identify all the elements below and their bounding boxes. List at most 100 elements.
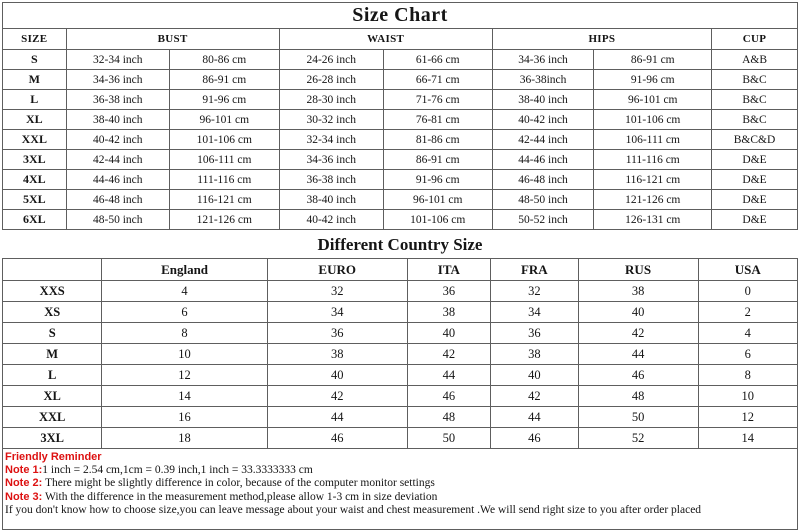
header-hips: HIPS xyxy=(491,28,713,50)
bust-inch-cell: 46-48 inch xyxy=(65,189,170,210)
size-chart-row: XXL 40-42 inch 101-106 cm 32-34 inch 81-… xyxy=(2,129,798,150)
waist-inch-cell: 34-36 inch xyxy=(278,149,384,170)
size-chart-header-row: SIZE BUST WAIST HIPS CUP xyxy=(2,28,798,50)
cup-cell: B&C xyxy=(711,69,798,90)
waist-inch-cell: 36-38 inch xyxy=(278,169,384,190)
cup-cell: D&E xyxy=(711,209,798,230)
cup-cell: D&E xyxy=(711,189,798,210)
country-size-row: XL 14 42 46 42 48 10 xyxy=(1,385,799,407)
hips-inch-cell: 50-52 inch xyxy=(491,209,595,230)
size-label: 3XL xyxy=(2,149,67,170)
euro-cell: 38 xyxy=(266,343,408,365)
hips-cm-cell: 86-91 cm xyxy=(593,49,713,70)
waist-inch-cell: 28-30 inch xyxy=(278,89,384,110)
header-rus: RUS xyxy=(577,258,699,281)
note-3: Note 3: With the difference in the measu… xyxy=(5,491,797,504)
ita-cell: 42 xyxy=(406,343,492,365)
bust-inch-cell: 36-38 inch xyxy=(65,89,170,110)
header-blank xyxy=(1,258,103,281)
rus-cell: 38 xyxy=(577,280,699,302)
england-cell: 8 xyxy=(101,322,268,344)
bust-inch-cell: 42-44 inch xyxy=(65,149,170,170)
hips-inch-cell: 46-48 inch xyxy=(491,169,595,190)
england-cell: 10 xyxy=(101,343,268,365)
country-size-row: XS 6 34 38 34 40 2 xyxy=(1,301,799,323)
hips-cm-cell: 91-96 cm xyxy=(593,69,713,90)
cup-cell: B&C&D xyxy=(711,129,798,150)
size-chart-row: M 34-36 inch 86-91 cm 26-28 inch 66-71 c… xyxy=(2,69,798,90)
usa-cell: 2 xyxy=(697,301,799,323)
rus-cell: 46 xyxy=(577,364,699,386)
bust-inch-cell: 40-42 inch xyxy=(65,129,170,150)
hips-inch-cell: 48-50 inch xyxy=(491,189,595,210)
waist-cm-cell: 101-106 cm xyxy=(382,209,493,230)
waist-cm-cell: 71-76 cm xyxy=(382,89,493,110)
fra-cell: 32 xyxy=(490,280,579,302)
cup-cell: D&E xyxy=(711,169,798,190)
sizing-help-footer: If you don't know how to choose size,you… xyxy=(5,503,702,516)
rus-cell: 52 xyxy=(577,427,699,449)
size-label: XS xyxy=(1,301,103,323)
bust-inch-cell: 32-34 inch xyxy=(65,49,170,70)
bust-cm-cell: 91-96 cm xyxy=(168,89,280,110)
country-size-row: 3XL 18 46 50 46 52 14 xyxy=(1,427,799,449)
hips-cm-cell: 126-131 cm xyxy=(593,209,713,230)
country-size-title: Different Country Size xyxy=(317,235,483,254)
hips-inch-cell: 38-40 inch xyxy=(491,89,595,110)
bust-cm-cell: 106-111 cm xyxy=(168,149,280,170)
size-label: S xyxy=(2,49,67,70)
hips-cm-cell: 111-116 cm xyxy=(593,149,713,170)
header-bust: BUST xyxy=(65,28,280,50)
usa-cell: 14 xyxy=(697,427,799,449)
fra-cell: 38 xyxy=(490,343,579,365)
bust-cm-cell: 86-91 cm xyxy=(168,69,280,90)
header-waist: WAIST xyxy=(278,28,493,50)
size-label: 3XL xyxy=(1,427,103,449)
hips-inch-cell: 42-44 inch xyxy=(491,129,595,150)
note-2: Note 2: There might be slightly differen… xyxy=(5,477,797,490)
waist-inch-cell: 38-40 inch xyxy=(278,189,384,210)
header-usa: USA xyxy=(697,258,799,281)
size-chart-table: Size Chart SIZE BUST WAIST HIPS CUP S 32… xyxy=(2,2,798,230)
country-size-header-row: England EURO ITA FRA RUS USA xyxy=(1,258,799,281)
note-2-label: Note 2: xyxy=(5,477,43,490)
rus-cell: 50 xyxy=(577,406,699,428)
size-chart-row: XL 38-40 inch 96-101 cm 30-32 inch 76-81… xyxy=(2,109,798,130)
euro-cell: 34 xyxy=(266,301,408,323)
fra-cell: 36 xyxy=(490,322,579,344)
euro-cell: 44 xyxy=(266,406,408,428)
bust-cm-cell: 80-86 cm xyxy=(168,49,280,70)
euro-cell: 46 xyxy=(266,427,408,449)
hips-cm-cell: 96-101 cm xyxy=(593,89,713,110)
header-fra: FRA xyxy=(490,258,579,281)
bust-inch-cell: 48-50 inch xyxy=(65,209,170,230)
size-label: S xyxy=(1,322,103,344)
euro-cell: 42 xyxy=(266,385,408,407)
country-size-row: L 12 40 44 40 46 8 xyxy=(1,364,799,386)
country-size-row: M 10 38 42 38 44 6 xyxy=(1,343,799,365)
waist-cm-cell: 96-101 cm xyxy=(382,189,493,210)
bust-cm-cell: 111-116 cm xyxy=(168,169,280,190)
england-cell: 14 xyxy=(101,385,268,407)
usa-cell: 4 xyxy=(697,322,799,344)
cup-cell: D&E xyxy=(711,149,798,170)
country-size-row: S 8 36 40 36 42 4 xyxy=(1,322,799,344)
notes-section: Friendly Reminder Note 1:1 inch = 2.54 c… xyxy=(2,449,798,530)
size-chart-row: 5XL 46-48 inch 116-121 cm 38-40 inch 96-… xyxy=(2,189,798,210)
euro-cell: 40 xyxy=(266,364,408,386)
note-1-text: 1 inch = 2.54 cm,1cm = 0.39 inch,1 inch … xyxy=(42,464,313,477)
usa-cell: 0 xyxy=(697,280,799,302)
size-label: M xyxy=(2,69,67,90)
cup-cell: B&C xyxy=(711,89,798,110)
rus-cell: 42 xyxy=(577,322,699,344)
fra-cell: 40 xyxy=(490,364,579,386)
note-2-text: There might be slightly difference in co… xyxy=(42,477,435,490)
england-cell: 18 xyxy=(101,427,268,449)
size-label: XL xyxy=(1,385,103,407)
header-england: England xyxy=(101,258,268,281)
usa-cell: 6 xyxy=(697,343,799,365)
note-1-label: Note 1: xyxy=(5,464,43,477)
size-chart-row: L 36-38 inch 91-96 cm 28-30 inch 71-76 c… xyxy=(2,89,798,110)
note-3-text: With the difference in the measurement m… xyxy=(42,490,438,503)
